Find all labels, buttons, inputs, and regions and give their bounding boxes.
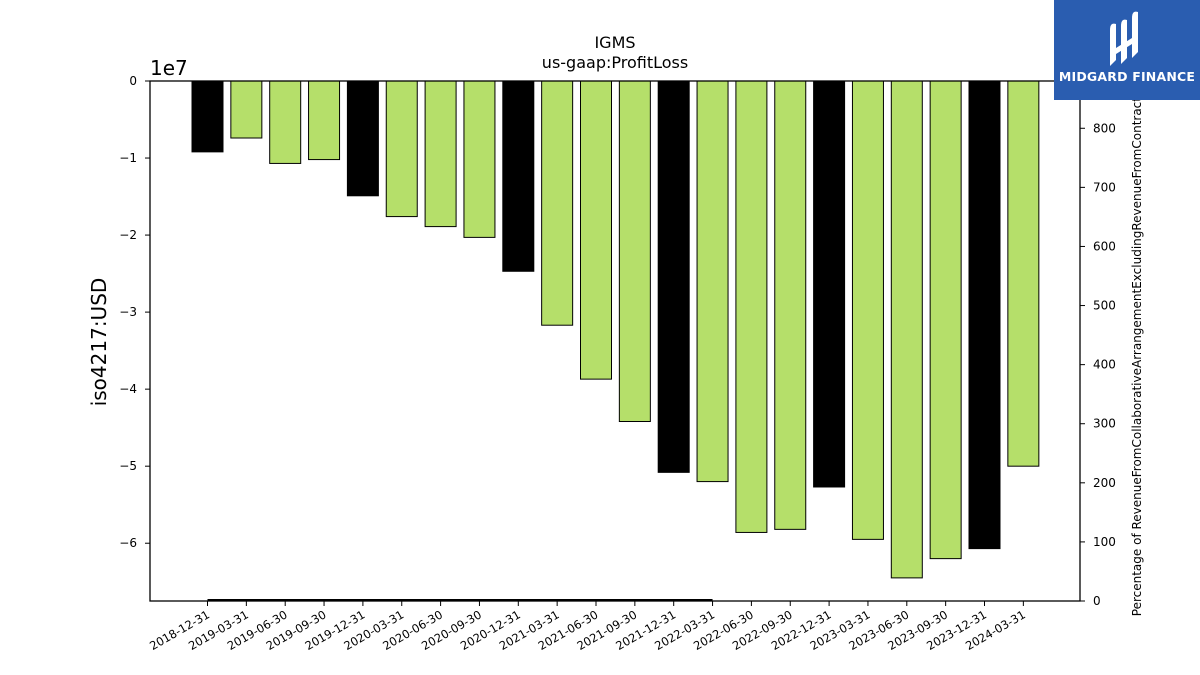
bar-2020-06-30 (424, 80, 457, 228)
bar-2024-03-31 (1007, 80, 1040, 467)
bar-2023-09-30 (929, 80, 962, 560)
bar-2021-06-30 (580, 80, 612, 380)
bar-2019-03-31 (230, 80, 263, 139)
bar-2018-12-31 (191, 80, 224, 153)
plot-frame (149, 80, 1081, 602)
bar-2023-06-30 (890, 80, 923, 579)
y2-tick-label: 300 (1093, 417, 1116, 431)
bars-group (191, 80, 1040, 579)
bar-2019-09-30 (308, 80, 341, 161)
bar-2020-03-31 (385, 80, 418, 218)
bar-2023-12-31 (968, 80, 1001, 550)
logo-text: MIDGARD FINANCE (1058, 69, 1196, 84)
y-tick-label: 0 (129, 74, 137, 88)
bar-2021-09-30 (618, 80, 651, 423)
y-tick-label: −4 (119, 382, 137, 396)
y2-tick-label: 200 (1093, 476, 1116, 490)
midgard-logo-icon (1110, 11, 1138, 67)
y-tick-label: −2 (119, 228, 137, 242)
bar-2022-03-31 (696, 80, 729, 483)
y-tick-label: −5 (119, 459, 137, 473)
y-tick-label: −1 (119, 151, 137, 165)
y2-tick-label: 600 (1093, 239, 1116, 253)
y2-tick-label: 0 (1093, 594, 1101, 608)
chart-title: IGMS (594, 33, 635, 52)
bar-2019-06-30 (269, 80, 302, 164)
axes-group: 0−1−2−3−4−5−6010020030040050060070080020… (119, 74, 1116, 653)
y-axis-label: iso4217:USD (87, 278, 111, 407)
y-tick-label: −6 (119, 536, 137, 550)
bar-2020-12-31 (502, 80, 535, 272)
bar-2021-12-31 (657, 80, 690, 473)
y-axis-offset-text: 1e7 (150, 56, 188, 80)
y2-tick-label: 100 (1093, 535, 1116, 549)
y-tick-label: −3 (119, 305, 137, 319)
y2-tick-label: 400 (1093, 358, 1116, 372)
y2-tick-label: 500 (1093, 299, 1116, 313)
bar-2022-12-31 (813, 80, 846, 488)
y2-tick-label: 800 (1093, 121, 1116, 135)
midgard-finance-logo: MIDGARD FINANCE (1054, 0, 1200, 100)
y2-tick-label: 700 (1093, 180, 1116, 194)
bar-2022-06-30 (735, 80, 768, 533)
bar-2019-12-31 (346, 80, 379, 197)
bar-2023-03-31 (851, 80, 884, 540)
bar-2020-09-30 (463, 80, 496, 238)
bar-2022-09-30 (774, 80, 807, 530)
y2-axis-label: Percentage of RevenueFromCollaborativeAr… (1130, 70, 1144, 616)
bar-2021-03-31 (541, 80, 574, 326)
chart-subtitle: us-gaap:ProfitLoss (542, 53, 688, 72)
